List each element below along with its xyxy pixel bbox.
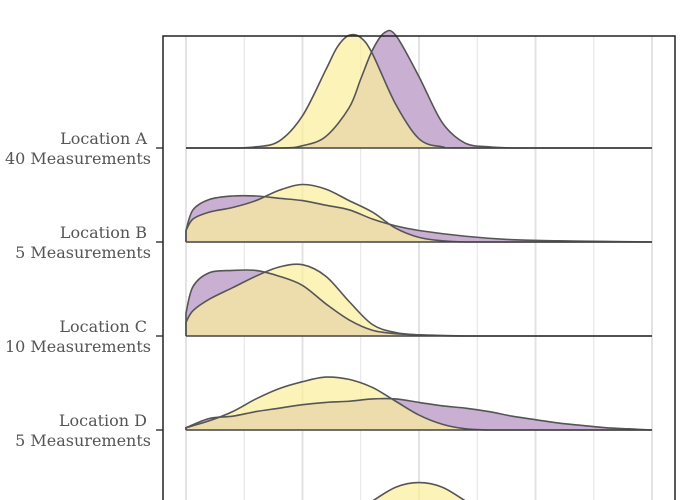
density-area-series-b xyxy=(186,377,652,430)
row-sublabel: 5 Measurements xyxy=(15,243,151,262)
plot-frame xyxy=(162,35,676,500)
ridge-row-3 xyxy=(156,263,652,337)
density-area-series-b xyxy=(186,184,652,242)
row-sublabel: 10 Measurements xyxy=(5,337,151,356)
ridge-row-2 xyxy=(156,183,653,243)
row-sublabel: 40 Measurements xyxy=(5,149,151,168)
density-outline-series-b xyxy=(186,33,652,149)
ridge-row-1 xyxy=(156,29,652,149)
row-label: Location C xyxy=(59,317,147,336)
row-label: Location D xyxy=(59,411,147,430)
row-sublabel: 5 Measurements xyxy=(15,431,151,450)
row-label: Location B xyxy=(60,223,147,242)
density-area-series-b xyxy=(186,34,652,148)
density-area-series-a xyxy=(186,30,652,149)
density-outline-series-b xyxy=(372,481,466,500)
ridge-row-5 xyxy=(372,481,466,500)
ridge-row-4 xyxy=(156,376,653,431)
ridges xyxy=(156,29,653,500)
density-area-series-b xyxy=(186,264,652,336)
row-label: Location A xyxy=(60,129,147,148)
density-outline-series-a xyxy=(185,397,653,431)
density-outline-series-a xyxy=(185,194,653,243)
